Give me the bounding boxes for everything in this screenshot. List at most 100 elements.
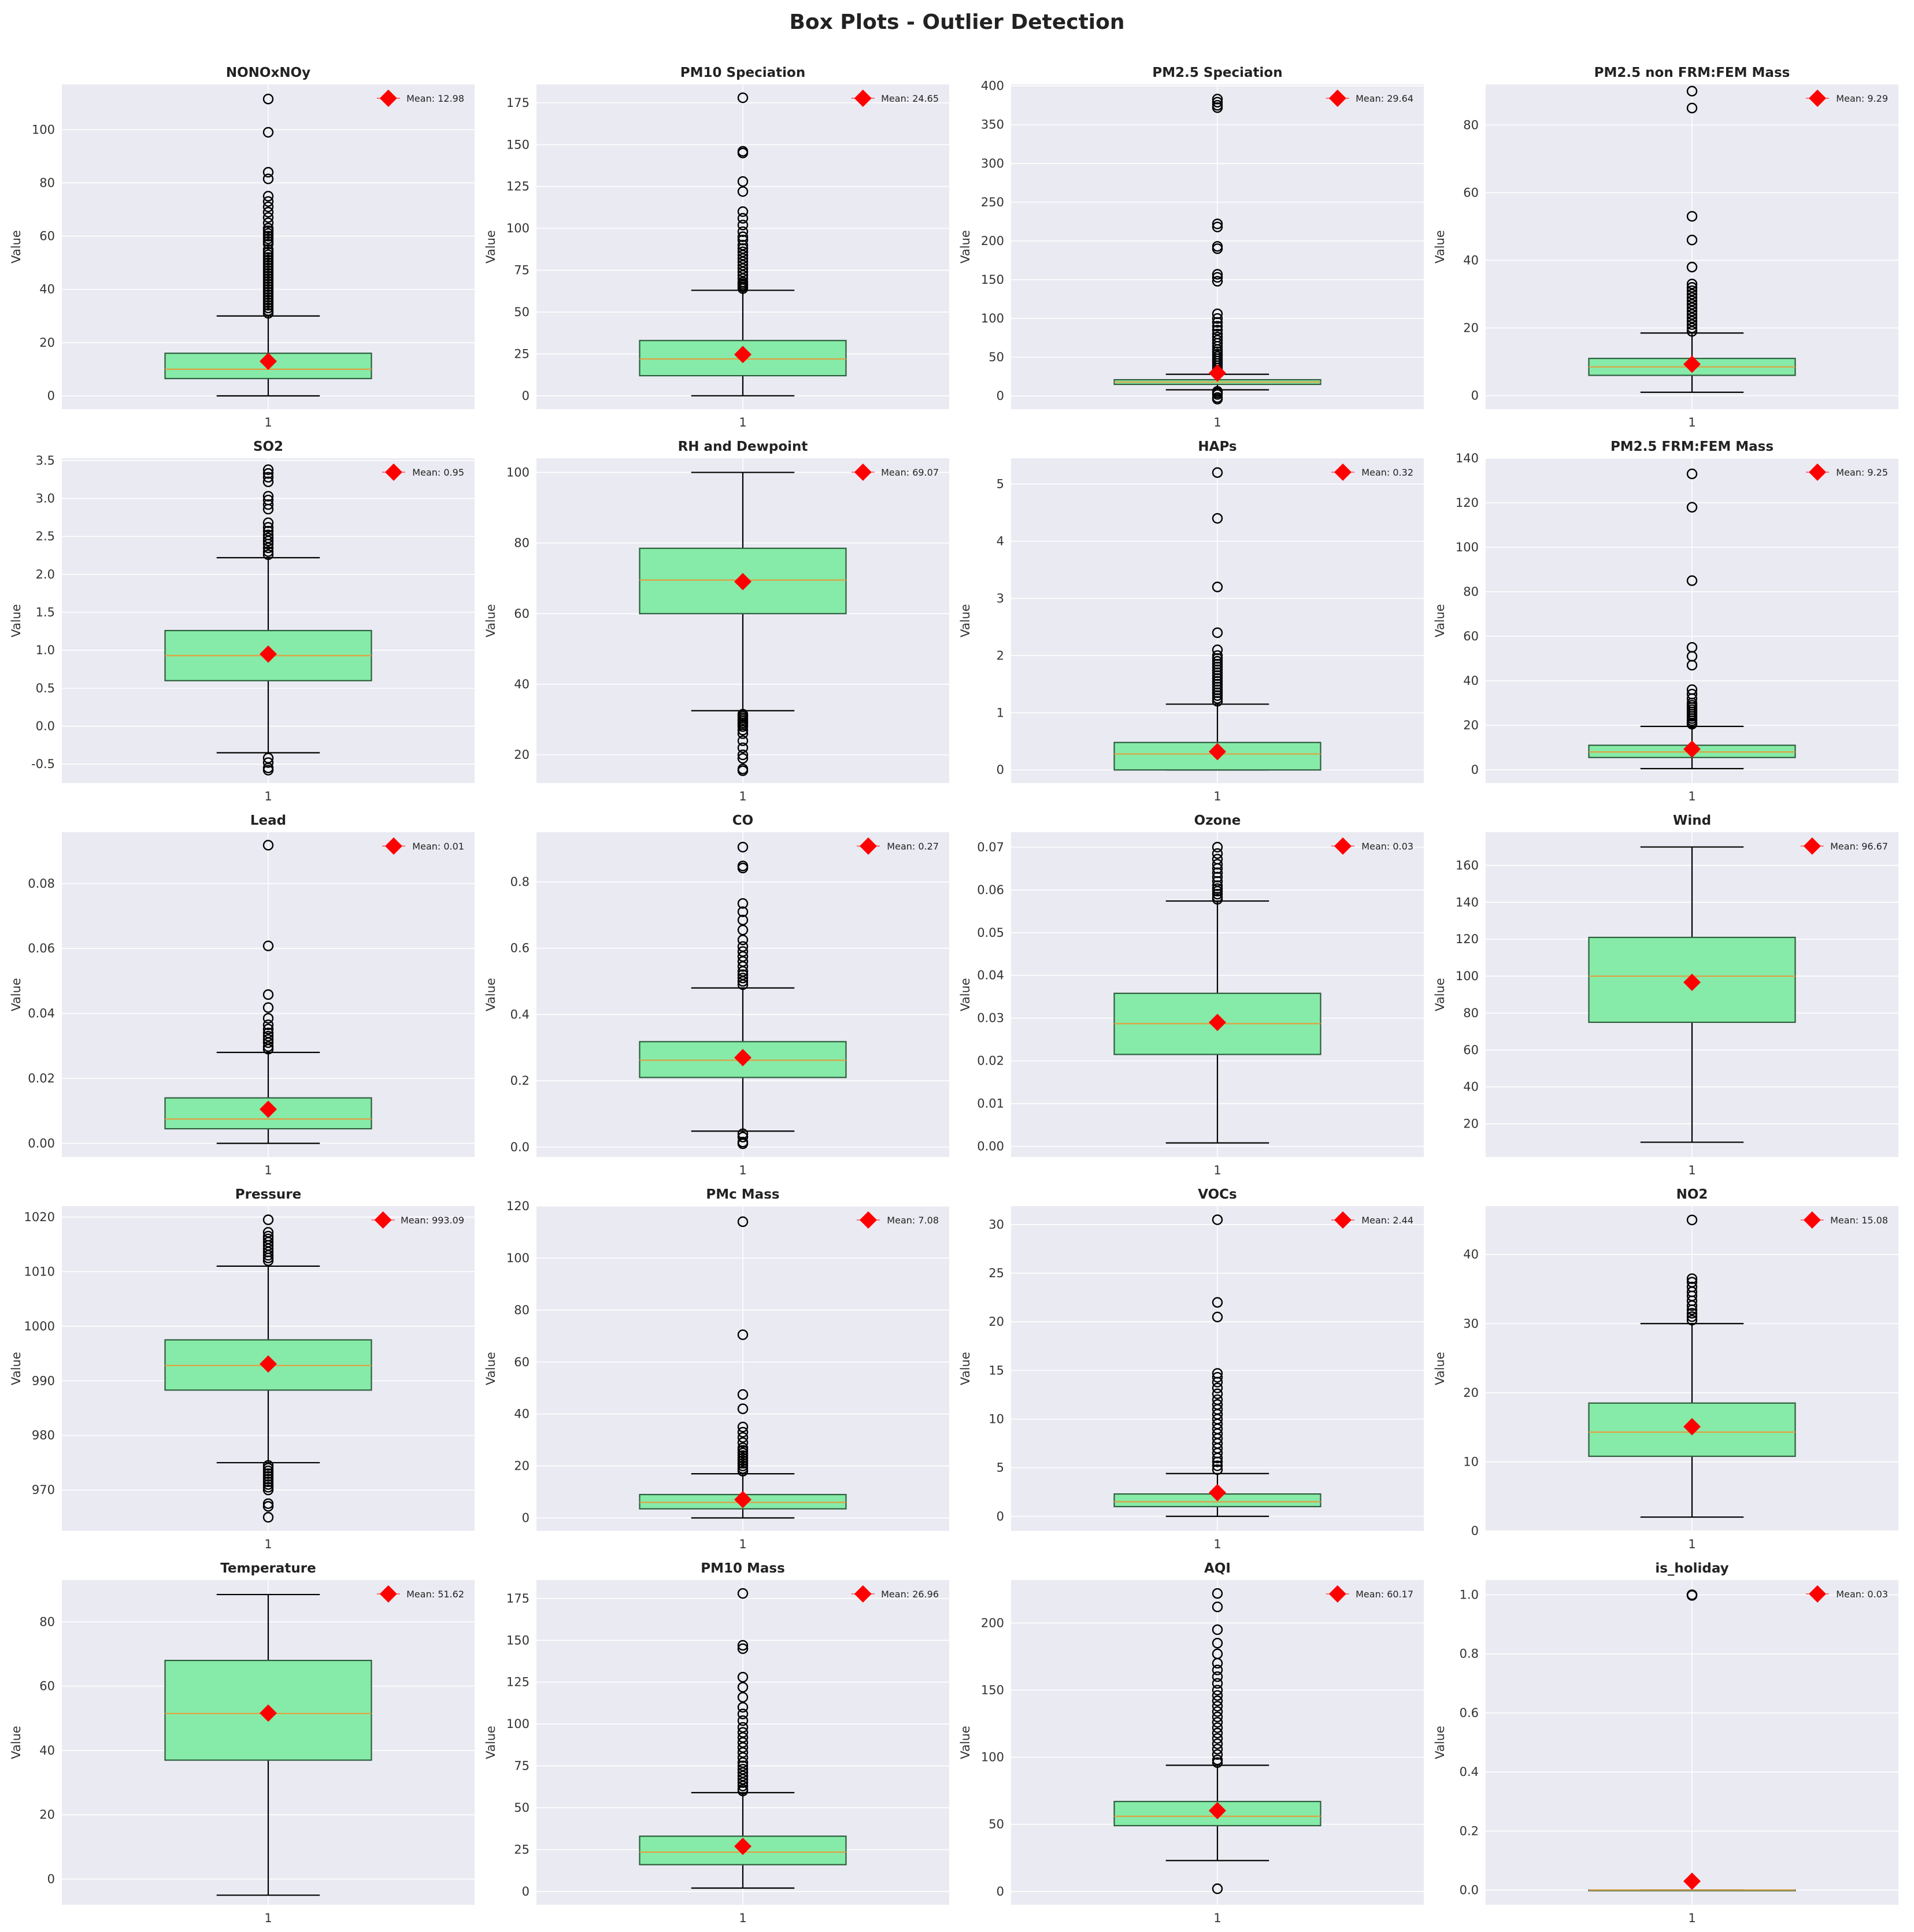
- subplot-vocs: VOCs 0 5 10 15 20 25 30 1 Value Mean: 2.44: [958, 1187, 1424, 1551]
- outlier-point: [1686, 211, 1698, 222]
- y-tick-label: 5: [997, 477, 1004, 491]
- mean-marker: [1209, 1014, 1226, 1032]
- outlier-point: [1212, 1678, 1223, 1689]
- y-tick-label: 20: [1463, 718, 1479, 732]
- outlier-point: [737, 721, 749, 732]
- y-tick-label: 100: [981, 1751, 1004, 1764]
- legend-label: Mean: 0.27: [887, 841, 939, 852]
- outlier-point: [262, 840, 274, 851]
- outlier-point: [737, 753, 749, 764]
- outlier-point: [1686, 1300, 1698, 1311]
- x-tick-label: 1: [1688, 789, 1695, 803]
- y-tick-label: 20: [39, 1808, 55, 1822]
- outlier-point: [262, 1044, 274, 1055]
- x-tick-label: 1: [264, 416, 272, 429]
- subplot-ozone: Ozone 0.00 0.01 0.02 0.03 0.04 0.05 0.06 0.07 1 Va…: [958, 813, 1424, 1177]
- subplot-lead: Lead 0.00 0.02 0.04 0.06 0.08 1 Value Mean: 0.01: [9, 813, 475, 1177]
- outlier-point: [1212, 321, 1223, 332]
- subplot-title: CO: [732, 813, 753, 828]
- legend-mean-marker: [1334, 837, 1352, 855]
- legend-label: Mean: 0.03: [1361, 841, 1413, 852]
- y-tick-label: 60: [1463, 1043, 1479, 1057]
- outlier-point: [262, 1214, 274, 1225]
- legend-mean-marker: [374, 1211, 392, 1229]
- outlier-point: [262, 302, 274, 314]
- subplot-title: PM2.5 non FRM:FEM Mass: [1594, 65, 1790, 80]
- outlier-point: [1212, 1214, 1223, 1225]
- y-tick-label: 40: [1463, 1248, 1479, 1262]
- outlier-point: [737, 976, 749, 987]
- y-tick-label: 125: [506, 180, 530, 194]
- outlier-point: [737, 1715, 749, 1726]
- outlier-point: [262, 464, 274, 475]
- y-tick-label: 300: [981, 157, 1004, 170]
- outlier-point: [262, 127, 274, 138]
- outlier-point: [262, 517, 274, 528]
- outlier-point: [1686, 261, 1698, 273]
- y-tick-label: 0: [522, 1885, 530, 1898]
- outlier-point: [737, 1701, 749, 1713]
- y-axis-label: Value: [1433, 230, 1447, 264]
- y-tick-label: 0: [1471, 389, 1479, 403]
- legend-label: Mean: 12.98: [406, 93, 464, 104]
- subplot-pm2-5-frm-fem-mass: PM2.5 FRM:FEM Mass 0 20 40 60 80 100 120 140 1 Val…: [1433, 439, 1898, 803]
- outlier-point: [1212, 872, 1223, 882]
- outlier-point: [737, 270, 749, 281]
- legend-label: Mean: 7.08: [887, 1215, 939, 1226]
- y-tick-label: 200: [981, 234, 1004, 248]
- legend-label: Mean: 51.62: [406, 1589, 464, 1600]
- outlier-point: [1212, 859, 1223, 870]
- y-tick-label: 0.6: [510, 941, 530, 955]
- outlier-point: [737, 1757, 749, 1768]
- outlier-point: [737, 1132, 749, 1143]
- y-tick-label: 125: [506, 1675, 530, 1689]
- outlier-point: [262, 233, 274, 244]
- y-tick-label: 15: [989, 1363, 1004, 1377]
- legend-mean-marker: [1334, 1211, 1352, 1229]
- outlier-point: [1212, 1601, 1223, 1612]
- y-tick-label: 150: [981, 273, 1004, 287]
- outlier-point: [737, 206, 749, 217]
- outlier-point: [1686, 1304, 1698, 1315]
- y-tick-label: 990: [32, 1374, 55, 1388]
- outlier-point: [737, 1671, 749, 1683]
- outlier-point: [262, 260, 274, 271]
- legend-mean-marker: [379, 90, 397, 107]
- outlier-point: [737, 1403, 749, 1414]
- subplot-title: Wind: [1673, 813, 1711, 828]
- outlier-point: [262, 252, 274, 263]
- outlier-point: [1212, 1690, 1223, 1701]
- outlier-point: [1686, 295, 1698, 306]
- outlier-point: [262, 244, 274, 255]
- y-axis-label: Value: [1433, 1352, 1447, 1385]
- outlier-point: [1212, 308, 1223, 320]
- mean-marker: [1209, 1484, 1226, 1501]
- outlier-point: [737, 1777, 749, 1788]
- outlier-point: [262, 305, 274, 316]
- outlier-point: [1212, 1883, 1223, 1894]
- outlier-point: [262, 191, 274, 202]
- y-tick-label: 25: [989, 1266, 1004, 1280]
- y-tick-label: 20: [1463, 1117, 1479, 1131]
- y-tick-label: 30: [1463, 1317, 1479, 1330]
- outlier-point: [737, 1640, 749, 1651]
- outlier-point: [262, 1501, 274, 1512]
- outlier-point: [1212, 1749, 1223, 1760]
- outlier-point: [1212, 1738, 1223, 1749]
- outlier-point: [1686, 326, 1698, 337]
- mean-marker: [734, 573, 751, 591]
- y-tick-label: 200: [981, 1616, 1004, 1630]
- outlier-point: [1686, 1273, 1698, 1284]
- y-tick-label: 20: [514, 1459, 530, 1473]
- outlier-point: [737, 914, 749, 926]
- outlier-point: [737, 1682, 749, 1693]
- outlier-point: [737, 1767, 749, 1778]
- y-tick-label: 50: [989, 1818, 1004, 1831]
- y-tick-label: 20: [989, 1315, 1004, 1329]
- x-tick-label: 1: [739, 1537, 746, 1551]
- y-tick-label: 100: [506, 465, 530, 479]
- outlier-point: [1212, 693, 1223, 704]
- outlier-point: [1212, 1588, 1223, 1599]
- y-tick-label: 40: [1463, 253, 1479, 267]
